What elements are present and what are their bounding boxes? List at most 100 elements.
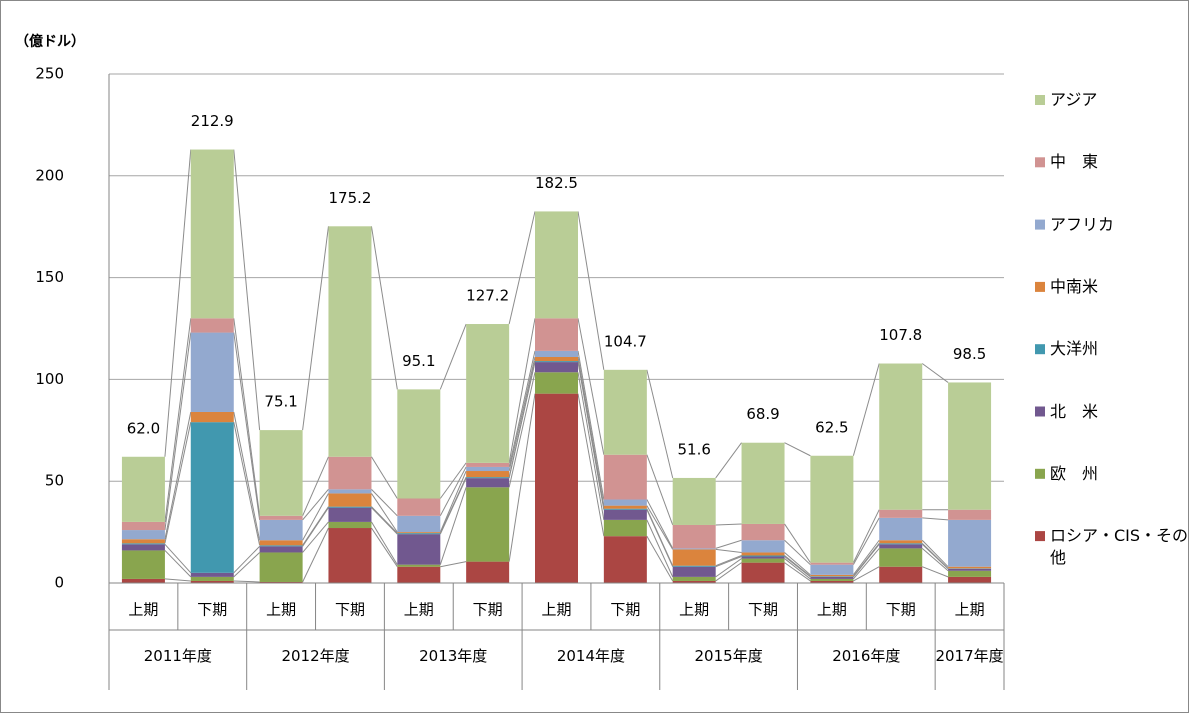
bar-segment <box>466 462 510 467</box>
total-label: 68.9 <box>746 405 779 423</box>
series-line <box>922 566 949 578</box>
series-line <box>646 535 674 582</box>
series-line <box>302 493 329 541</box>
bar-segment <box>190 149 234 319</box>
y-tick-label: 200 <box>35 166 64 184</box>
series-line <box>784 552 811 576</box>
series-line <box>508 393 536 562</box>
series-line <box>164 318 192 522</box>
total-label: 104.7 <box>604 332 647 350</box>
x-tick-label: 上期 <box>266 601 296 619</box>
bar-segment <box>672 565 716 567</box>
bar-segment <box>879 544 923 549</box>
group-label: 2016年度 <box>832 647 901 665</box>
total-label: 51.6 <box>677 440 710 458</box>
bar-segment <box>328 489 372 494</box>
bar-segment <box>741 552 785 556</box>
series-line <box>852 517 880 565</box>
bar-segment <box>535 350 578 358</box>
series-line <box>715 555 742 567</box>
bar-segment <box>397 564 441 567</box>
bar-segment <box>603 519 647 537</box>
x-tick-label: 下期 <box>748 601 778 619</box>
series-line <box>852 509 880 563</box>
series-line <box>784 539 811 566</box>
total-label: 175.2 <box>328 189 371 207</box>
bar-segment <box>190 580 234 583</box>
bar-segment <box>121 539 165 544</box>
bar-segment <box>603 369 647 455</box>
series-line <box>508 318 536 463</box>
bar-segment <box>466 466 510 472</box>
bar-segment <box>603 454 647 500</box>
series-line <box>646 499 674 549</box>
group-label: 2017年度 <box>935 647 1004 665</box>
bar-segment <box>672 477 716 525</box>
series-line <box>715 523 742 526</box>
bar-segment <box>672 566 716 577</box>
bar-segment <box>259 552 303 582</box>
group-label: 2014年度 <box>556 647 625 665</box>
bar-segment <box>535 372 578 394</box>
bar-segment <box>879 566 923 583</box>
series-line <box>715 558 742 578</box>
series-line <box>371 521 398 565</box>
bar-segment <box>603 536 647 583</box>
y-tick-label: 150 <box>35 268 64 286</box>
bar-segment <box>948 519 992 567</box>
x-tick-label: 下期 <box>473 601 503 619</box>
bar-segment <box>466 487 510 562</box>
series-line <box>715 556 742 568</box>
bar-segment <box>328 507 372 522</box>
series-line <box>233 149 261 431</box>
bar-segment <box>397 498 441 516</box>
legend-label: 大洋州 <box>1050 339 1099 359</box>
bar-segment <box>741 442 785 524</box>
series-line <box>646 508 674 566</box>
total-label: 98.5 <box>953 345 986 363</box>
total-label: 62.5 <box>815 418 848 436</box>
series-line <box>164 422 192 544</box>
series-line <box>577 350 605 500</box>
bar-segment <box>259 515 303 520</box>
series-line <box>715 539 742 549</box>
group-label: 2011年度 <box>143 647 212 665</box>
bar-segment <box>328 456 372 490</box>
series-line <box>646 454 674 526</box>
series-line <box>852 363 880 456</box>
bar-segment <box>190 318 234 333</box>
legend-label: 北 米 <box>1050 401 1099 421</box>
bar-segment <box>948 570 992 577</box>
series-line <box>371 488 398 517</box>
total-label: 75.1 <box>264 393 297 411</box>
legend-swatch <box>1035 157 1045 168</box>
bar-segment <box>121 543 165 545</box>
bar-segment <box>190 572 234 577</box>
bar-segment <box>190 332 234 412</box>
total-label: 127.2 <box>466 287 509 305</box>
total-label: 95.1 <box>402 352 435 370</box>
y-tick-label: 100 <box>35 370 64 388</box>
legend-swatch <box>1035 281 1045 292</box>
series-line <box>439 466 467 517</box>
bar-segment <box>121 578 165 583</box>
series-line <box>233 580 260 583</box>
series-line <box>646 505 674 550</box>
series-line <box>439 487 467 565</box>
bar-segment <box>466 561 510 583</box>
series-line <box>164 411 192 540</box>
bar-segment <box>672 576 716 581</box>
legend-label: 中南米 <box>1050 276 1099 296</box>
series-line <box>302 489 329 521</box>
series-line <box>302 456 329 517</box>
series-line <box>646 519 674 578</box>
series-line <box>164 578 191 582</box>
series-line <box>302 506 329 546</box>
group-label: 2013年度 <box>419 647 488 665</box>
series-line <box>164 149 192 457</box>
bar-segment <box>259 519 303 541</box>
bar-segment <box>672 548 716 550</box>
series-line <box>715 548 742 553</box>
bar-segment <box>741 540 785 553</box>
